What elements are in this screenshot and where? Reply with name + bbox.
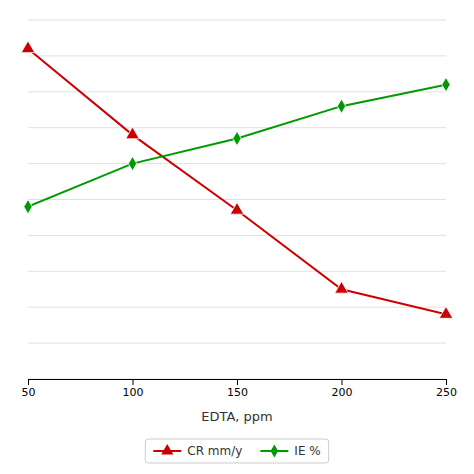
chart: 50 100 150 200 250 EDTA, ppm CR mm/y IE % bbox=[0, 0, 474, 474]
series-line bbox=[28, 49, 446, 315]
grid-line bbox=[28, 343, 446, 344]
grid-line bbox=[28, 55, 446, 56]
x-tick-label: 50 bbox=[22, 386, 36, 399]
x-tick-label: 150 bbox=[227, 386, 248, 399]
grid-line bbox=[28, 271, 446, 272]
x-tick-mark bbox=[342, 379, 343, 385]
grid-line bbox=[28, 163, 446, 164]
legend-label: CR mm/y bbox=[187, 444, 242, 458]
x-axis: 50 100 150 200 250 bbox=[22, 379, 458, 399]
series-marker bbox=[230, 202, 244, 214]
x-tick-label: 200 bbox=[332, 386, 353, 399]
x-tick: 50 bbox=[22, 379, 36, 399]
x-tick: 250 bbox=[436, 379, 457, 399]
x-tick: 200 bbox=[332, 379, 353, 399]
legend-swatch-marker bbox=[271, 444, 279, 457]
x-tick: 100 bbox=[123, 379, 144, 399]
plot-area: 50 100 150 200 250 bbox=[21, 20, 457, 399]
x-tick: 150 bbox=[227, 379, 248, 399]
grid bbox=[28, 20, 446, 379]
series-marker bbox=[442, 77, 450, 91]
lines bbox=[28, 49, 446, 315]
series-marker bbox=[335, 281, 349, 293]
x-tick-label: 250 bbox=[436, 386, 457, 399]
grid-line bbox=[28, 127, 446, 128]
x-tick-mark bbox=[237, 379, 238, 385]
series-marker bbox=[21, 41, 35, 53]
x-tick-mark bbox=[446, 379, 447, 385]
grid-line bbox=[28, 199, 446, 200]
x-tick-mark bbox=[133, 379, 134, 385]
series-marker bbox=[126, 127, 140, 139]
series-marker bbox=[128, 156, 136, 170]
series-marker bbox=[24, 199, 32, 213]
series-marker bbox=[439, 307, 453, 319]
legend-item: IE % bbox=[260, 444, 320, 458]
series-marker bbox=[233, 131, 241, 145]
grid-line bbox=[28, 307, 446, 308]
legend-label: IE % bbox=[294, 444, 320, 458]
x-axis-title: EDTA, ppm bbox=[201, 409, 272, 424]
series-marker bbox=[337, 99, 345, 113]
grid-line bbox=[28, 20, 446, 21]
legend-frame bbox=[145, 439, 328, 463]
markers bbox=[21, 41, 453, 318]
legend-swatch-marker bbox=[161, 444, 173, 455]
x-axis-line bbox=[29, 380, 447, 386]
series-line bbox=[28, 85, 446, 207]
grid-line bbox=[28, 235, 446, 236]
grid-line bbox=[28, 91, 446, 92]
legend-item: CR mm/y bbox=[153, 444, 242, 458]
x-tick-label: 100 bbox=[123, 386, 144, 399]
x-tick-mark bbox=[28, 379, 29, 385]
legend: CR mm/y IE % bbox=[145, 439, 328, 463]
